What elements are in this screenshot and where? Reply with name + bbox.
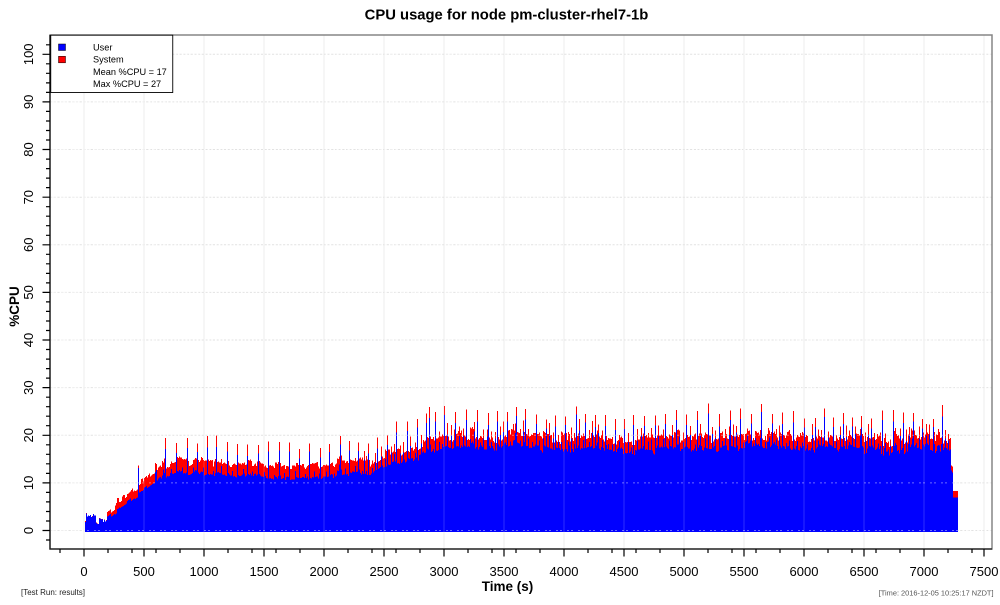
svg-text:1500: 1500 (250, 564, 279, 579)
svg-text:[Test Run: results]: [Test Run: results] (21, 588, 85, 597)
svg-text:Mean %CPU = 17: Mean %CPU = 17 (93, 67, 167, 77)
svg-text:System: System (93, 55, 124, 65)
svg-text:3000: 3000 (430, 564, 459, 579)
svg-text:6000: 6000 (790, 564, 819, 579)
svg-text:20: 20 (21, 428, 36, 442)
svg-text:5500: 5500 (730, 564, 759, 579)
svg-text:70: 70 (21, 190, 36, 204)
svg-text:80: 80 (21, 142, 36, 156)
svg-text:500: 500 (133, 564, 155, 579)
svg-text:7500: 7500 (970, 564, 999, 579)
svg-text:CPU usage for node pm-cluster-: CPU usage for node pm-cluster-rhel7-1b (365, 7, 649, 23)
svg-text:10: 10 (21, 476, 36, 490)
svg-text:90: 90 (21, 95, 36, 109)
svg-text:5000: 5000 (670, 564, 699, 579)
svg-text:2500: 2500 (370, 564, 399, 579)
svg-text:Max %CPU = 27: Max %CPU = 27 (93, 79, 161, 89)
svg-text:6500: 6500 (850, 564, 879, 579)
svg-text:4000: 4000 (550, 564, 579, 579)
svg-text:40: 40 (21, 333, 36, 347)
svg-text:User: User (93, 43, 112, 53)
svg-text:7000: 7000 (910, 564, 939, 579)
svg-text:0: 0 (21, 527, 36, 534)
svg-text:1000: 1000 (190, 564, 219, 579)
svg-text:2000: 2000 (310, 564, 339, 579)
svg-text:4500: 4500 (610, 564, 639, 579)
svg-text:Time (s): Time (s) (482, 579, 534, 594)
svg-text:50: 50 (21, 285, 36, 299)
svg-text:30: 30 (21, 380, 36, 394)
svg-text:100: 100 (21, 43, 36, 65)
svg-text:3500: 3500 (490, 564, 519, 579)
svg-text:%CPU: %CPU (7, 286, 22, 327)
svg-text:0: 0 (80, 564, 87, 579)
svg-text:60: 60 (21, 238, 36, 252)
svg-text:[Time: 2016-12-05 10:25:17 NZD: [Time: 2016-12-05 10:25:17 NZDT] (879, 589, 994, 598)
